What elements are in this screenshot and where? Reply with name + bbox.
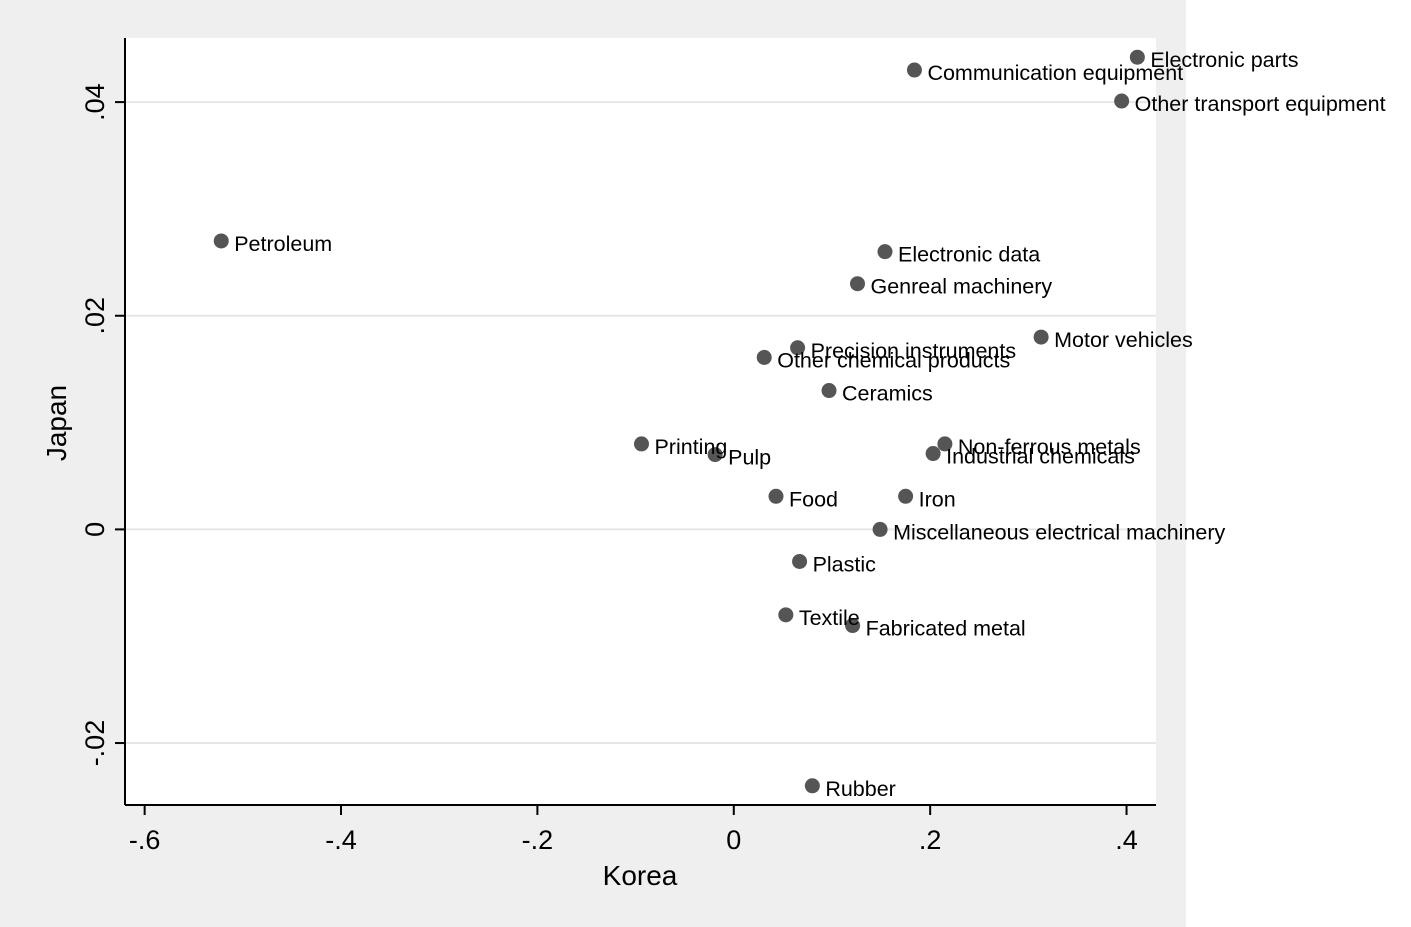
x-tick-label-1: -.4 bbox=[325, 825, 357, 855]
y-tick-label-2: .02 bbox=[80, 297, 110, 335]
data-point-20 bbox=[804, 778, 820, 794]
data-points bbox=[213, 49, 1145, 794]
data-point-2 bbox=[1114, 93, 1130, 109]
data-point-0 bbox=[1129, 49, 1145, 65]
y-tick-label-0: -.02 bbox=[80, 720, 110, 767]
point-label-10: Printing bbox=[654, 435, 727, 459]
data-point-9 bbox=[821, 383, 837, 399]
ticks: -.6 -.4 -.2 0 .2 .4 -.02 0 .02 .04 bbox=[80, 83, 1138, 855]
data-point-18 bbox=[778, 607, 794, 623]
point-label-2: Other transport equipment bbox=[1135, 92, 1386, 116]
point-label-8: Other chemical products bbox=[777, 348, 1010, 372]
point-label-12: Pulp bbox=[728, 446, 771, 470]
x-tick-label-5: .4 bbox=[1115, 825, 1138, 855]
data-point-7 bbox=[790, 340, 806, 356]
x-tick-label-0: -.6 bbox=[129, 825, 161, 855]
data-point-12 bbox=[707, 447, 723, 463]
data-point-6 bbox=[1033, 329, 1049, 345]
data-point-11 bbox=[937, 436, 953, 452]
y-tick-label-1: 0 bbox=[80, 522, 110, 537]
data-point-14 bbox=[768, 488, 784, 504]
y-tick-label-3: .04 bbox=[80, 83, 110, 121]
point-label-15: Iron bbox=[919, 487, 956, 511]
point-label-0: Electronic parts bbox=[1150, 48, 1298, 72]
data-point-3 bbox=[213, 233, 229, 249]
gridlines bbox=[125, 101, 1156, 745]
point-label-18: Textile bbox=[799, 606, 860, 630]
data-point-5 bbox=[850, 276, 866, 292]
data-point-16 bbox=[872, 521, 888, 537]
x-tick-label-4: .2 bbox=[919, 825, 942, 855]
x-tick-label-3: 0 bbox=[726, 825, 741, 855]
point-label-4: Electronic data bbox=[898, 243, 1040, 267]
data-point-19 bbox=[845, 618, 861, 634]
point-label-7: Precision instruments bbox=[811, 339, 1017, 363]
point-label-13: Industrial chemicals bbox=[946, 445, 1135, 469]
plot-area bbox=[125, 38, 1156, 805]
data-point-17 bbox=[792, 553, 808, 569]
point-label-1: Communication equipment bbox=[927, 61, 1183, 85]
x-tick-label-2: -.2 bbox=[522, 825, 554, 855]
axes bbox=[124, 38, 1156, 806]
point-label-19: Fabricated metal bbox=[866, 617, 1026, 641]
data-point-13 bbox=[925, 446, 941, 462]
data-point-8 bbox=[756, 349, 772, 365]
point-label-20: Rubber bbox=[825, 777, 896, 801]
point-label-5: Genreal machinery bbox=[871, 275, 1053, 299]
point-label-9: Ceramics bbox=[842, 382, 933, 406]
y-axis-title: Japan bbox=[41, 385, 72, 461]
point-label-16: Miscellaneous electrical machinery bbox=[893, 520, 1225, 544]
x-axis-title: Korea bbox=[603, 860, 678, 891]
point-label-11: Non-ferrous metals bbox=[958, 435, 1141, 459]
point-label-6: Motor vehicles bbox=[1054, 328, 1193, 352]
point-label-3: Petroleum bbox=[234, 232, 332, 256]
data-point-1 bbox=[906, 62, 922, 78]
data-point-15 bbox=[898, 488, 914, 504]
point-label-17: Plastic bbox=[813, 552, 877, 576]
data-point-10 bbox=[633, 436, 649, 452]
point-label-14: Food bbox=[789, 487, 838, 511]
data-point-4 bbox=[877, 244, 893, 260]
